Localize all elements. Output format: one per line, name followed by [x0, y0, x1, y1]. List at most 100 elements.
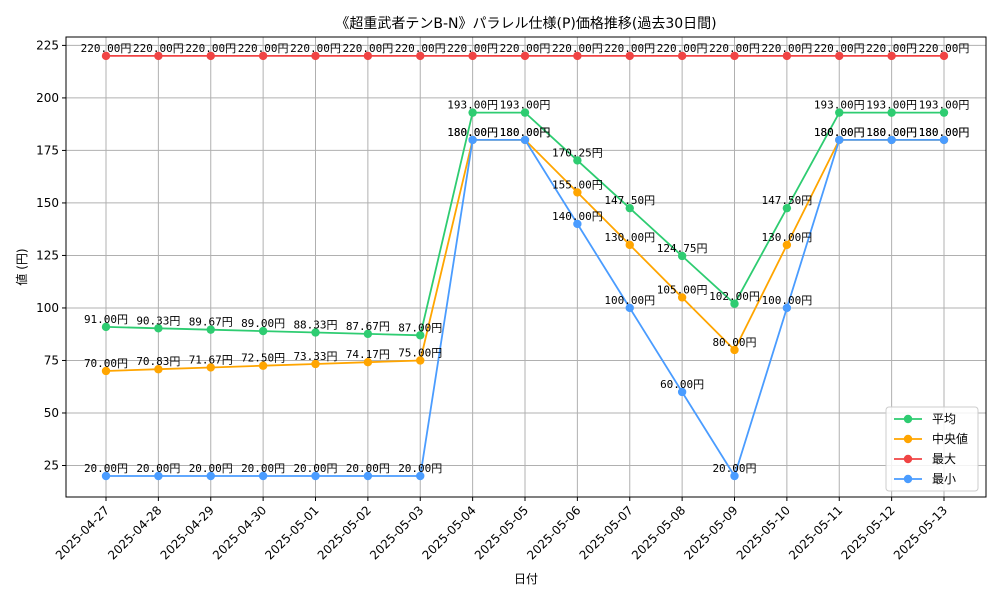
y-tick-label: 75 — [44, 353, 59, 367]
series-layer — [101, 51, 949, 481]
data-label-平均: 147.50円 — [604, 194, 655, 207]
legend-marker-最大 — [903, 454, 913, 464]
data-point-最小 — [468, 135, 477, 145]
data-label-最小: 180.00円 — [814, 126, 865, 139]
data-label-中央値: 180.00円 — [866, 126, 917, 139]
y-tick-label: 100 — [36, 301, 59, 315]
data-point-中央値 — [363, 358, 373, 367]
data-label-最大: 220.00円 — [657, 42, 708, 55]
data-label-中央値: 80.00円 — [712, 336, 756, 349]
data-point-平均 — [782, 203, 792, 213]
data-label-中央値: 130.00円 — [762, 231, 813, 244]
data-label-最大: 220.00円 — [814, 42, 865, 55]
data-label-最小: 180.00円 — [866, 126, 917, 139]
data-point-平均 — [520, 108, 530, 117]
data-point-最大 — [311, 51, 320, 61]
y-tick-label: 125 — [36, 248, 59, 262]
data-label-最大: 220.00円 — [395, 42, 446, 55]
legend-entry-最大: 最大 — [932, 452, 956, 466]
data-label-平均: 89.00円 — [241, 317, 285, 330]
data-point-最大 — [363, 51, 373, 61]
data-label-平均: 193.00円 — [866, 99, 917, 112]
data-label-平均: 193.00円 — [814, 99, 865, 112]
data-point-最小 — [573, 219, 582, 229]
data-label-中央値: 180.00円 — [919, 126, 970, 139]
data-point-平均 — [573, 156, 582, 165]
data-point-最小 — [520, 135, 530, 145]
data-label-最大: 220.00円 — [238, 42, 289, 55]
data-point-中央値 — [677, 293, 687, 302]
data-label-平均: 90.33円 — [136, 314, 180, 327]
data-label-最大: 220.00円 — [762, 42, 813, 55]
data-point-最大 — [154, 51, 163, 61]
data-point-平均 — [206, 325, 215, 334]
y-axis-label: 値 (円) — [14, 248, 29, 285]
data-label-最小: 20.00円 — [241, 462, 285, 475]
legend-entry-平均: 平均 — [932, 412, 956, 426]
y-tick-label: 175 — [36, 143, 59, 157]
data-point-中央値 — [258, 361, 268, 370]
data-label-最大: 220.00円 — [919, 42, 970, 55]
data-label-平均: 193.00円 — [919, 99, 970, 112]
data-point-平均 — [835, 108, 844, 117]
data-label-最小: 20.00円 — [398, 462, 442, 475]
data-label-平均: 89.67円 — [189, 316, 233, 329]
data-point-最大 — [416, 51, 425, 61]
data-point-平均 — [154, 324, 163, 333]
data-point-平均 — [258, 326, 268, 336]
data-point-最大 — [677, 51, 687, 61]
data-label-平均: 87.67円 — [346, 320, 390, 333]
y-tick-label: 225 — [36, 38, 59, 52]
data-label-最大: 220.00円 — [81, 42, 132, 55]
data-label-平均: 87.00円 — [398, 321, 442, 334]
data-label-平均: 170.25円 — [552, 146, 603, 159]
y-tick-label: 50 — [44, 406, 59, 420]
data-point-中央値 — [573, 188, 582, 197]
data-label-中央値: 72.50円 — [241, 352, 285, 365]
data-point-中央値 — [730, 345, 739, 355]
grid-layer — [66, 37, 986, 497]
data-point-最大 — [573, 51, 582, 61]
data-point-最大 — [887, 51, 896, 61]
legend-entry-中央値: 中央値 — [932, 431, 968, 446]
data-label-平均: 102.00円 — [709, 290, 760, 303]
data-label-最小: 140.00円 — [552, 210, 603, 223]
data-label-最大: 220.00円 — [290, 42, 341, 55]
data-label-平均: 124.75円 — [657, 242, 708, 255]
plot-frame — [65, 36, 987, 498]
data-label-最小: 20.00円 — [712, 462, 756, 475]
y-tick-label: 200 — [36, 91, 59, 105]
data-label-最小: 180.00円 — [919, 126, 970, 139]
data-label-中央値: 130.00円 — [604, 231, 655, 244]
data-label-最大: 220.00円 — [185, 42, 236, 55]
data-point-最小 — [887, 135, 896, 145]
data-point-最大 — [101, 51, 111, 61]
data-label-平均: 193.00円 — [500, 99, 551, 112]
legend-entry-最小: 最小 — [932, 472, 956, 486]
data-point-平均 — [468, 108, 477, 117]
data-label-最小: 100.00円 — [604, 294, 655, 307]
data-label-中央値: 74.17円 — [346, 348, 390, 361]
data-point-最大 — [730, 51, 739, 61]
data-point-最小 — [730, 471, 739, 481]
x-axis-label: 日付 — [514, 572, 538, 586]
data-point-最大 — [782, 51, 792, 61]
data-label-layer: 91.00円 90.33円 89.67円 89.00円 88.33円 87.67円 87.0… — [81, 42, 970, 475]
data-point-平均 — [101, 322, 111, 332]
data-point-中央値 — [416, 356, 425, 365]
data-label-最小: 60.00円 — [660, 378, 704, 391]
data-label-最大: 220.00円 — [343, 42, 394, 55]
data-point-最大 — [206, 51, 215, 61]
data-label-最小: 180.00円 — [447, 126, 498, 139]
data-point-中央値 — [311, 359, 320, 369]
data-point-平均 — [416, 331, 425, 340]
data-point-平均 — [730, 299, 739, 308]
data-label-中央値: 180.00円 — [814, 126, 865, 139]
data-point-最大 — [468, 51, 477, 61]
data-point-最小 — [206, 471, 215, 481]
data-label-中央値: 70.83円 — [136, 355, 180, 368]
data-point-平均 — [939, 108, 949, 117]
